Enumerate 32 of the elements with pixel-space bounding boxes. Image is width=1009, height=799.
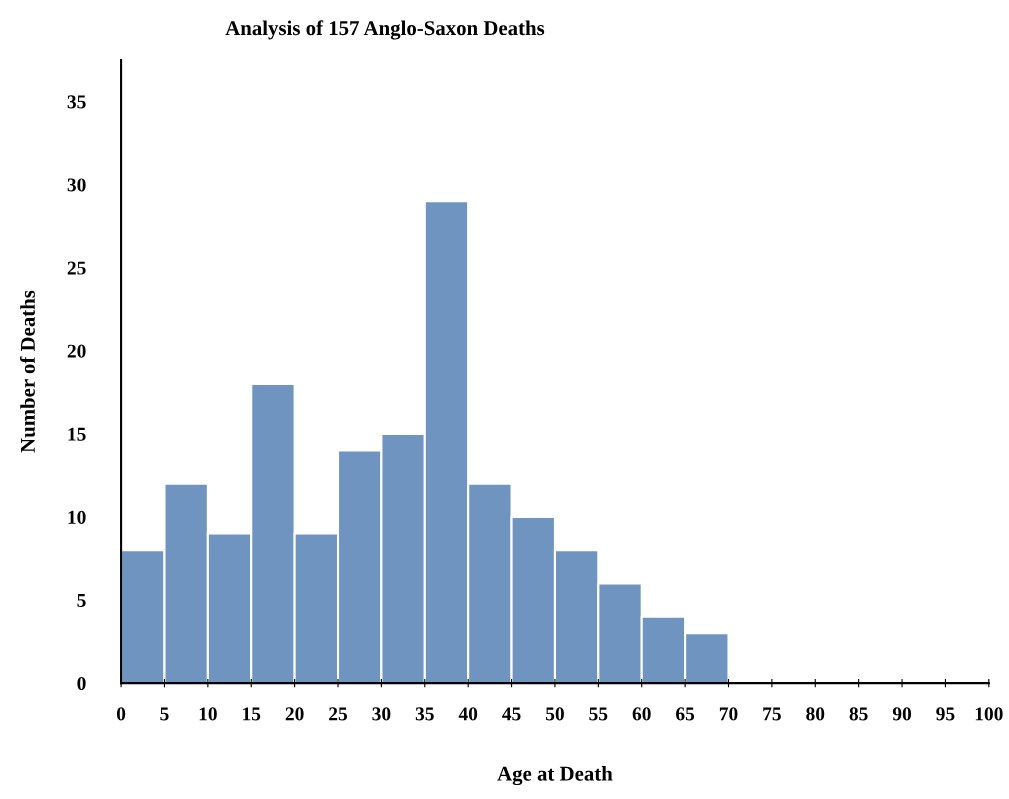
y-axis-title: Number of Deaths: [20, 290, 35, 453]
x-tick-label: 35: [415, 707, 434, 721]
x-tick-label: 85: [849, 707, 868, 721]
x-tick-label: 15: [243, 707, 261, 721]
x-tick-label: 95: [936, 707, 955, 721]
x-tick-label: 50: [546, 707, 564, 721]
y-tick-label: 5: [77, 594, 86, 607]
y-tick-label: 10: [68, 510, 86, 524]
x-tick-label: 90: [892, 707, 912, 721]
y-tick-label: 0: [77, 676, 86, 691]
y-tick-label: 15: [68, 427, 86, 441]
x-tick-label: 30: [372, 707, 391, 721]
x-tick-label: 55: [589, 707, 608, 721]
x-tick-label: 60: [632, 707, 651, 721]
x-tick-label: 10: [199, 707, 217, 721]
y-tick-label: 20: [67, 344, 86, 358]
x-tick-label: 100: [975, 707, 1003, 721]
y-tick-label: 25: [67, 261, 86, 275]
x-tick-label: 45: [502, 707, 521, 721]
y-tick-label: 30: [67, 178, 86, 192]
x-tick-label: 65: [676, 707, 695, 721]
x-axis-title: Age at Death: [497, 766, 613, 786]
x-tick-label: 75: [763, 707, 781, 721]
x-tick-label: 5: [160, 707, 169, 721]
x-tick-label: 80: [806, 707, 825, 721]
x-tick-label: 40: [458, 707, 478, 721]
x-tick-label: 70: [719, 707, 738, 721]
x-tick-label: 20: [285, 707, 304, 721]
y-tick-label: 35: [67, 95, 86, 109]
chart-title: Analysis of 157 Anglo-Saxon Deaths: [225, 20, 545, 40]
x-tick-label: 0: [116, 707, 126, 721]
x-tick-label: 25: [329, 707, 348, 721]
